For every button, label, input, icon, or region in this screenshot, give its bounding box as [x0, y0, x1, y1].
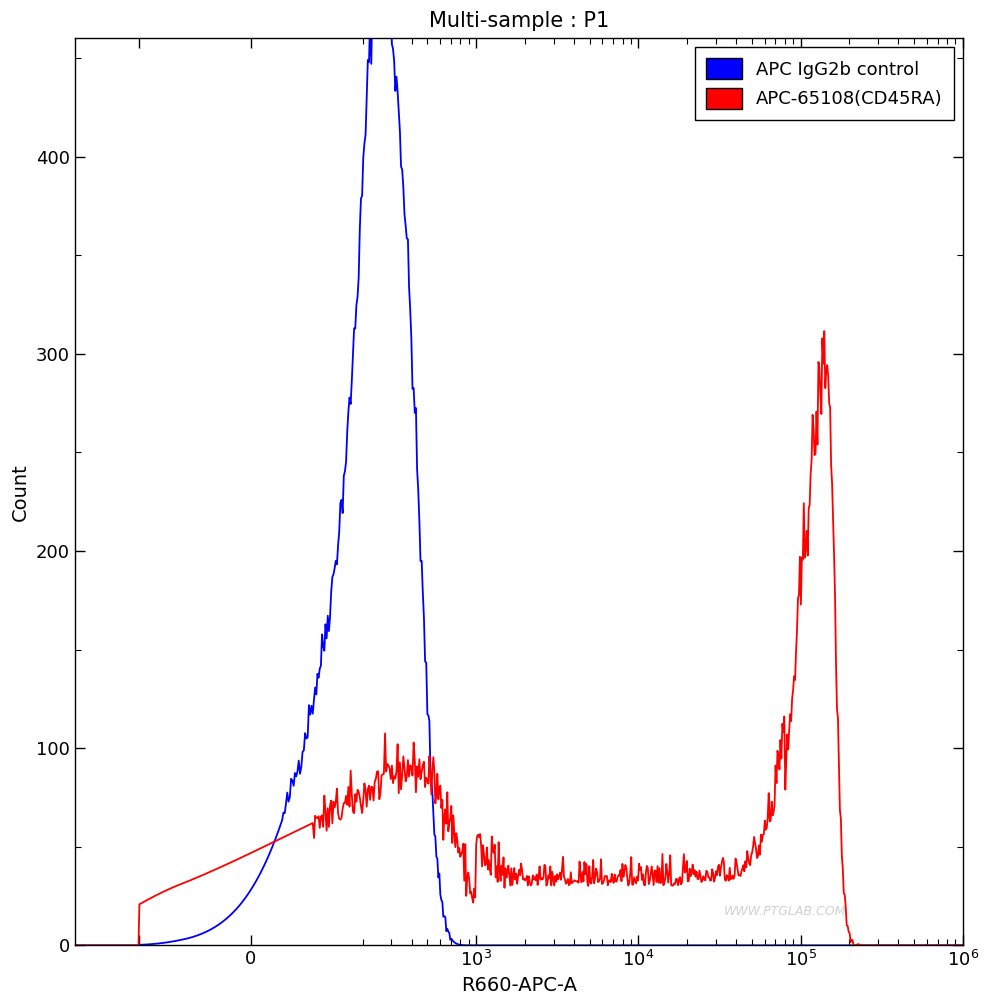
Y-axis label: Count: Count	[11, 463, 30, 521]
Text: WWW.PTGLAB.COM: WWW.PTGLAB.COM	[724, 905, 846, 918]
X-axis label: R660-APC-A: R660-APC-A	[460, 976, 576, 995]
Title: Multi-sample : P1: Multi-sample : P1	[429, 11, 609, 31]
Legend: APC IgG2b control, APC-65108(CD45RA): APC IgG2b control, APC-65108(CD45RA)	[695, 47, 953, 120]
